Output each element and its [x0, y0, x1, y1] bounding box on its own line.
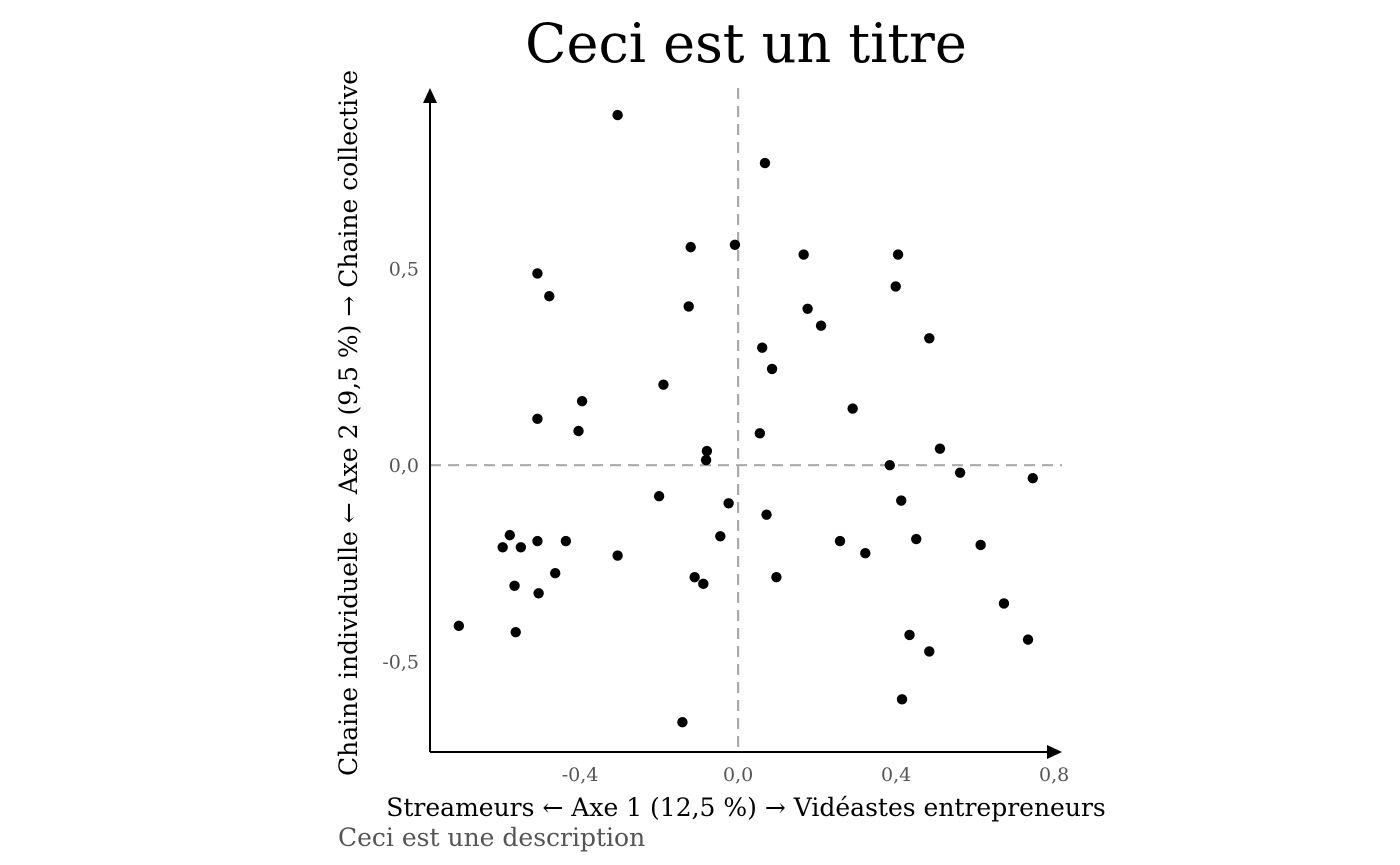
data-point: [700, 454, 712, 466]
data-point: [544, 291, 555, 302]
axes: [423, 88, 1062, 759]
data-point: [754, 428, 766, 439]
data-point: [532, 268, 543, 279]
data-point: [729, 239, 741, 250]
x-tick-label: -0,4: [562, 764, 599, 786]
x-tick-label: 0,4: [881, 764, 911, 786]
data-point: [510, 626, 521, 638]
data-point: [761, 509, 772, 520]
data-point: [896, 694, 908, 705]
data-point: [509, 580, 520, 592]
data-point: [560, 535, 572, 547]
data-point: [998, 598, 1010, 609]
data-point: [612, 550, 623, 561]
data-point: [771, 571, 782, 583]
y-tick-label: -0,5: [382, 652, 419, 674]
data-point: [658, 379, 669, 390]
tick-labels: -0,4 0,0 0,4 0,8 -0,5 0,0 0,5: [382, 259, 1069, 786]
data-point: [766, 363, 778, 375]
data-point: [533, 588, 544, 599]
data-point: [685, 241, 696, 253]
data-point: [612, 109, 623, 121]
data-point: [847, 403, 858, 414]
data-point: [975, 539, 986, 551]
data-point: [798, 249, 809, 260]
data-point: [576, 395, 588, 407]
data-point: [802, 303, 813, 315]
y-axis-title: Chaine individuelle ← Axe 2 (9,5 %) → Ch…: [334, 70, 363, 776]
chart-caption: Ceci est une description: [338, 823, 645, 852]
data-point: [653, 491, 665, 502]
data-point: [815, 320, 827, 331]
data-point: [453, 620, 465, 632]
data-point: [896, 495, 907, 506]
data-point: [834, 535, 846, 547]
data-point: [892, 249, 904, 260]
data-point: [701, 445, 713, 457]
data-point: [1027, 472, 1038, 484]
x-axis-arrowhead: [1047, 745, 1062, 759]
x-axis-title: Streameurs ← Axe 1 (12,5 %) → Vidéastes …: [386, 793, 1105, 822]
data-point: [904, 629, 915, 641]
data-point: [689, 571, 700, 583]
data-point: [911, 533, 922, 545]
data-point: [924, 333, 935, 344]
data-point: [532, 413, 543, 425]
data-point: [683, 301, 694, 312]
data-point: [954, 467, 966, 478]
data-point: [1022, 634, 1034, 645]
data-point: [515, 542, 527, 553]
data-point: [504, 529, 515, 541]
data-point: [756, 342, 768, 353]
data-point: [550, 568, 561, 579]
data-point: [677, 716, 688, 728]
reference-lines: [430, 88, 1062, 752]
data-point: [715, 531, 726, 542]
data-point: [573, 425, 584, 437]
x-tick-label: 0,0: [723, 764, 753, 786]
y-tick-label: 0,0: [389, 455, 419, 477]
data-point: [884, 459, 895, 471]
data-points: [453, 109, 1038, 728]
data-point: [698, 578, 709, 590]
data-point: [532, 535, 543, 547]
y-axis-arrowhead: [423, 88, 437, 103]
data-point: [860, 547, 871, 559]
data-point: [759, 157, 771, 169]
data-point: [890, 281, 901, 292]
data-point: [497, 542, 508, 553]
y-tick-label: 0,5: [389, 259, 419, 281]
data-point: [934, 443, 946, 454]
chart-title: Ceci est un titre: [525, 12, 967, 75]
data-point: [924, 646, 935, 657]
x-tick-label: 0,8: [1039, 764, 1069, 786]
data-point: [723, 498, 734, 509]
